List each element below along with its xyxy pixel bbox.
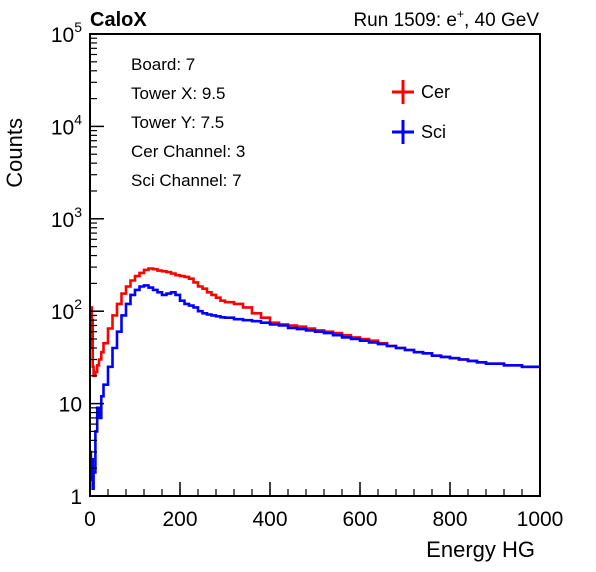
x-tick-label: 800	[432, 508, 467, 531]
y-tick-label: 1	[70, 486, 82, 509]
series-layer	[89, 267, 540, 490]
x-tick-label: 200	[162, 508, 197, 531]
run-superscript: +	[457, 7, 464, 21]
plot-background	[90, 34, 540, 496]
x-tick-label: 600	[342, 508, 377, 531]
legend-label-sci: Sci	[421, 122, 446, 142]
experiment-label: CaloX	[90, 9, 147, 31]
y-tick-label: 102	[51, 296, 82, 324]
legend: Cer Sci	[392, 80, 450, 144]
y-tick-label: 105	[51, 19, 82, 47]
info-line-cer-channel: Cer Channel: 3	[131, 142, 245, 161]
plot-area	[90, 34, 540, 496]
run-label: Run 1509: e+, 40 GeV	[353, 7, 539, 31]
legend-item-sci: Sci	[392, 120, 446, 144]
x-tick-label: 0	[84, 508, 96, 531]
legend-item-cer: Cer	[392, 80, 450, 104]
info-line-tower-x: Tower X: 9.5	[131, 84, 226, 103]
series-line-sci	[89, 284, 540, 490]
legend-label-cer: Cer	[421, 82, 450, 102]
plot-frame	[89, 33, 541, 497]
run-suffix: , 40 GeV	[464, 10, 539, 31]
y-axis-title: Counts	[2, 118, 27, 188]
tick-labels-layer: 0 200 400 600 800 1000 1 10 102 103 104 105	[51, 19, 564, 531]
x-tick-label: 1000	[517, 508, 564, 531]
y-tick-label: 10	[59, 394, 82, 417]
x-tick-label: 400	[252, 508, 287, 531]
x-axis-title: Energy HG	[426, 537, 535, 562]
y-tick-label: 103	[51, 204, 82, 232]
info-line-tower-y: Tower Y: 7.5	[131, 113, 224, 132]
y-tick-label: 104	[51, 111, 82, 139]
info-line-sci-channel: Sci Channel: 7	[131, 171, 242, 190]
run-prefix: Run 1509: e	[353, 10, 457, 31]
info-line-board: Board: 7	[131, 55, 195, 74]
ticks-layer	[89, 33, 541, 497]
info-box: Board: 7 Tower X: 9.5 Tower Y: 7.5 Cer C…	[131, 55, 245, 190]
